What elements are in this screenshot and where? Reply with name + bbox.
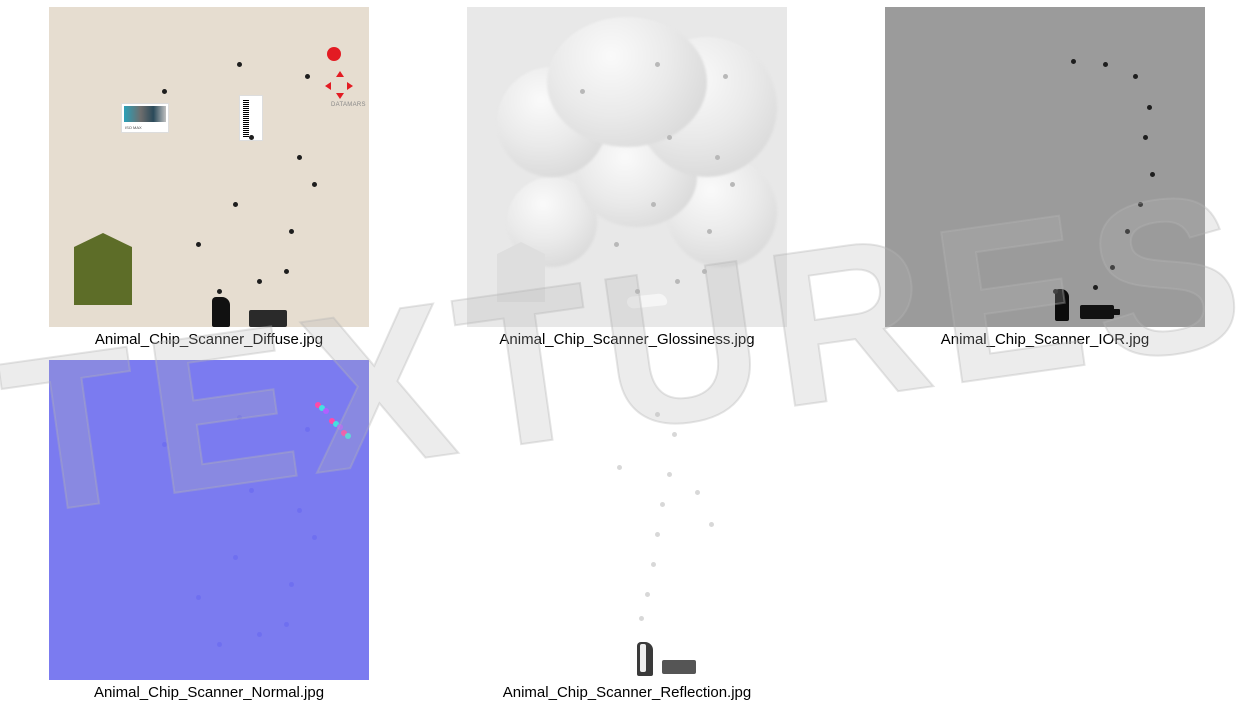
scatter-dot-icon	[655, 532, 660, 537]
thumbnail-image-ior	[885, 7, 1205, 327]
scatter-dot-icon	[1133, 74, 1138, 79]
thumbnail-grid: ISO MAX DATAMARS Animal_Chip_Scanner_Dif…	[0, 0, 1253, 708]
scatter-dot-icon	[1147, 105, 1152, 110]
photo-label-icon: ISO MAX	[121, 103, 169, 133]
scatter-dot-icon	[651, 202, 656, 207]
house-shape-icon	[497, 254, 545, 302]
connector-shape-icon	[1055, 289, 1069, 321]
scatter-dot-icon	[580, 89, 585, 94]
scatter-dot-icon	[196, 595, 201, 600]
connector-shape-icon	[637, 642, 653, 676]
scatter-dot-icon	[284, 269, 289, 274]
scatter-dot-icon	[196, 242, 201, 247]
scatter-dot-icon	[284, 622, 289, 627]
thumbnail-image-reflection	[467, 360, 787, 680]
scatter-dot-icon	[1103, 62, 1108, 67]
scatter-dot-icon	[660, 502, 665, 507]
house-shape-icon	[74, 247, 132, 305]
scatter-dot-icon	[723, 74, 728, 79]
red-dot-icon	[327, 47, 341, 61]
scatter-dot-icon	[1071, 59, 1076, 64]
thumbnail-caption: Animal_Chip_Scanner_Diffuse.jpg	[95, 331, 323, 348]
connector-shape-icon	[212, 297, 230, 327]
scatter-dot-icon	[614, 242, 619, 247]
thumbnail-caption: Animal_Chip_Scanner_IOR.jpg	[941, 331, 1149, 348]
thumbnail-item[interactable]: Animal_Chip_Scanner_Glossiness.jpg	[467, 7, 787, 348]
scatter-dot-icon	[217, 289, 222, 294]
thumbnail-item[interactable]: Animal_Chip_Scanner_IOR.jpg	[885, 7, 1205, 348]
blob-shape-icon	[626, 293, 667, 309]
plug-shape-icon	[1080, 305, 1114, 319]
scatter-dot-icon	[730, 182, 735, 187]
scatter-dot-icon	[667, 135, 672, 140]
scatter-dot-icon	[1125, 229, 1130, 234]
thumbnail-item[interactable]: Animal_Chip_Scanner_Normal.jpg	[49, 360, 369, 701]
scatter-dot-icon	[635, 289, 640, 294]
scatter-dot-icon	[312, 182, 317, 187]
thumbnail-image-glossiness	[467, 7, 787, 327]
scatter-dot-icon	[707, 229, 712, 234]
scatter-dot-icon	[1138, 202, 1143, 207]
scatter-dot-icon	[709, 522, 714, 527]
thumbnail-image-diffuse: ISO MAX DATAMARS	[49, 7, 369, 327]
scatter-dot-icon	[249, 488, 254, 493]
scatter-dot-icon	[305, 427, 310, 432]
scatter-dot-icon	[237, 415, 242, 420]
scatter-dot-icon	[237, 62, 242, 67]
scatter-dot-icon	[162, 89, 167, 94]
scatter-dot-icon	[1053, 289, 1058, 294]
scatter-dot-icon	[233, 555, 238, 560]
nav-arrows-icon	[329, 75, 349, 95]
thumbnail-item[interactable]: Animal_Chip_Scanner_Reflection.jpg	[467, 360, 787, 701]
scatter-dot-icon	[667, 472, 672, 477]
scatter-dot-icon	[217, 642, 222, 647]
scatter-dot-icon	[617, 465, 622, 470]
scatter-dot-icon	[1150, 172, 1155, 177]
scatter-dot-icon	[651, 562, 656, 567]
scatter-dot-icon	[695, 490, 700, 495]
scatter-dot-icon	[675, 279, 680, 284]
scatter-dot-icon	[702, 269, 707, 274]
scatter-dot-icon	[655, 412, 660, 417]
cloud-blob-icon	[547, 17, 707, 147]
thumbnail-item[interactable]: ISO MAX DATAMARS Animal_Chip_Scanner_Dif…	[49, 7, 369, 348]
scatter-dot-icon	[257, 279, 262, 284]
thumbnail-image-normal	[49, 360, 369, 680]
datamars-label: DATAMARS	[331, 102, 366, 108]
scatter-dot-icon	[305, 74, 310, 79]
scatter-dot-icon	[249, 135, 254, 140]
scatter-dot-icon	[289, 229, 294, 234]
scatter-dot-icon	[162, 442, 167, 447]
scatter-dot-icon	[257, 632, 262, 637]
scatter-dot-icon	[645, 592, 650, 597]
scatter-dot-icon	[1143, 135, 1148, 140]
scatter-dot-icon	[639, 616, 644, 621]
thumbnail-caption: Animal_Chip_Scanner_Glossiness.jpg	[499, 331, 754, 348]
scatter-dot-icon	[312, 535, 317, 540]
thumbnail-caption: Animal_Chip_Scanner_Normal.jpg	[94, 684, 324, 701]
scatter-dot-icon	[715, 155, 720, 160]
plug-shape-icon	[249, 310, 287, 327]
scatter-dot-icon	[297, 508, 302, 513]
scatter-dot-icon	[655, 62, 660, 67]
scatter-dot-icon	[1110, 265, 1115, 270]
scatter-dot-icon	[297, 155, 302, 160]
scatter-dot-icon	[1093, 285, 1098, 290]
thumbnail-caption: Animal_Chip_Scanner_Reflection.jpg	[503, 684, 751, 701]
plug-shape-icon	[662, 660, 696, 674]
scatter-dot-icon	[233, 202, 238, 207]
scatter-dot-icon	[672, 432, 677, 437]
scatter-dot-icon	[289, 582, 294, 587]
